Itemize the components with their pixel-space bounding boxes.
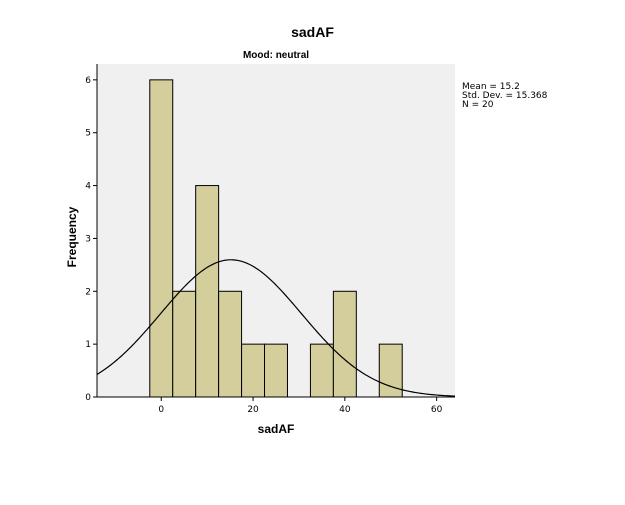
stats-std: Std. Dev. = 15.368 (462, 91, 548, 101)
chart-subtitle: Mood: neutral (242, 50, 310, 61)
histogram-bar-4 (241, 343, 266, 398)
y-tick-label-2: 2 (85, 287, 91, 297)
x-tick-label-40: 40 (339, 405, 351, 415)
histogram-bar-3 (218, 290, 243, 398)
x-tick-label-0: 0 (158, 405, 164, 415)
y-tick-label-6: 6 (85, 76, 91, 86)
x-tick-label-60: 60 (431, 405, 443, 415)
y-tick-label-1: 1 (85, 340, 91, 350)
y-tick-label-3: 3 (85, 234, 91, 244)
histogram-bar-5 (264, 343, 288, 398)
bars (149, 79, 403, 398)
x-tick-label-20: 20 (247, 405, 259, 415)
y-tick-label-4: 4 (85, 182, 91, 192)
y-axis-label: Frequency (65, 206, 79, 268)
chart-title: sadAF (291, 24, 334, 40)
histogram-bar-1 (172, 290, 197, 398)
stats-mean: Mean = 15.2 (462, 82, 520, 92)
stats-n: N = 20 (462, 100, 494, 110)
y-tick-label-5: 5 (85, 129, 91, 139)
histogram-bar-7 (332, 290, 357, 398)
stats-box: Mean = 15.2 Std. Dev. = 15.368 N = 20 (462, 83, 547, 110)
normal-curve (96, 259, 456, 397)
histogram-bar-0 (149, 79, 174, 398)
y-tick-label-0: 0 (85, 393, 91, 403)
histogram-bar-2 (195, 185, 220, 398)
histogram-bar-6 (309, 343, 334, 398)
x-axis-label: sadAF (257, 422, 295, 436)
